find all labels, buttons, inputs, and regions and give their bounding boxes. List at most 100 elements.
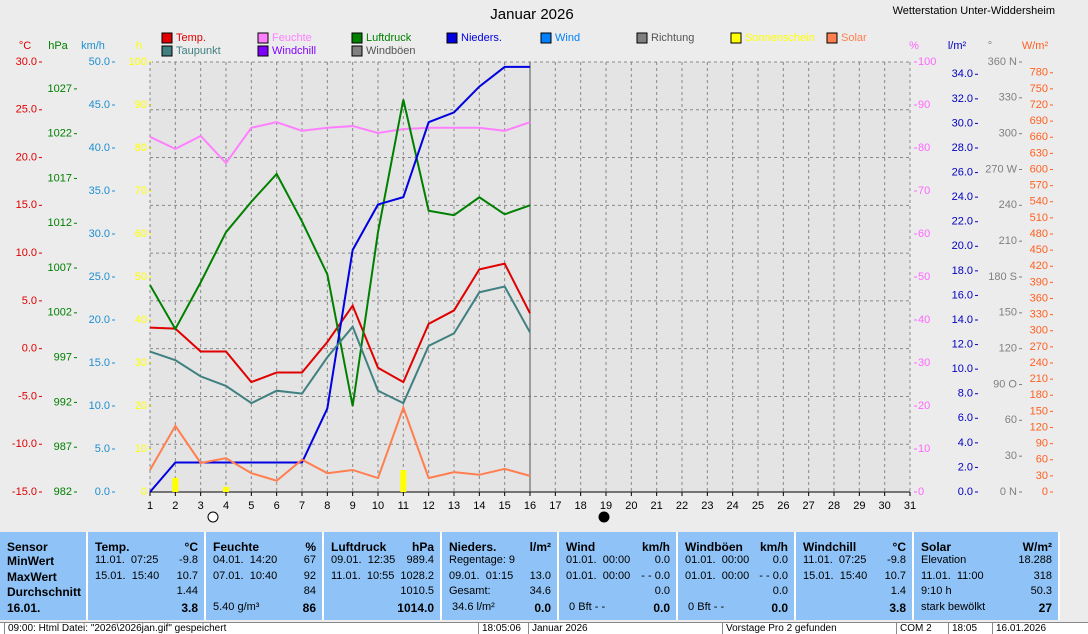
cell-value: 10.7 [176,569,198,582]
y-tick-label: 30.0 [89,228,110,240]
cell-value: 10.7 [884,569,906,582]
column-unit: l/m² [529,540,551,554]
x-tick-label: 23 [701,500,713,512]
legend-label: Luftdruck [366,32,412,44]
cell-value: - - 0.0 [759,569,788,582]
legend-label: Solar [841,32,867,44]
y-tick-label: 1027 [48,83,72,95]
y-tick-label: 30 [135,357,147,369]
y-tick-label: 240 [999,199,1017,211]
y-tick-label: 0.0 [22,343,37,355]
status-field: 18:05:06 [478,623,521,634]
y-tick-label: 90 [135,99,147,111]
y-tick-label: 90 [918,99,930,111]
y-tick-label: 630 [1030,147,1048,159]
cell-value: - - 0.0 [641,569,670,582]
y-tick-label: 60 [1005,414,1017,426]
cell-label: MaxWert [7,569,57,584]
cell-value: 0.0 [772,585,788,597]
column-header: Wind [566,540,596,554]
y-tick-label: 5.0 [95,443,110,455]
x-tick-label: 14 [473,500,485,512]
y-tick-label: 1012 [48,217,72,229]
x-tick-label: 20 [625,500,637,512]
table-column: Sensor MinWert MaxWert Durchschnitt 16.01. [0,532,88,620]
x-tick-label: 9 [350,500,356,512]
y-tick-label: 15.0 [16,199,37,211]
y-tick-label: 60 [1036,454,1048,466]
y-tick-label: 12.0 [952,338,973,350]
legend-swatch [730,32,742,44]
table-column: Nieders. l/m² Regentage: 9 09.01. 01:15 13.0… [442,532,559,620]
y-tick-label: 80 [918,142,930,154]
y-tick-label: 750 [1030,83,1048,95]
y-tick-label: 210 [999,235,1017,247]
axis-unit: W/m² [1022,40,1049,52]
y-tick-label: 120 [999,343,1017,355]
x-tick-label: 29 [853,500,865,512]
cell-label: 16.01. [7,600,41,615]
column-header: Sensor [7,540,48,554]
moon-full [207,511,219,523]
sunshine-bar [223,486,229,492]
x-tick-label: 31 [904,500,916,512]
y-tick-label: 20 [918,400,930,412]
y-tick-label: 0 [1042,486,1048,498]
x-tick-label: 18 [575,500,587,512]
cell-value: 18.288 [1018,554,1052,566]
y-tick-label: 60 [918,228,930,240]
y-tick-label: 100 [129,56,147,68]
y-tick-label: 10 [918,443,930,455]
y-tick-label: 30 [918,357,930,369]
x-tick-label: 13 [448,500,460,512]
x-tick-label: 26 [777,500,789,512]
x-tick-label: 10 [372,500,384,512]
x-tick-label: 6 [274,500,280,512]
y-tick-label: 5.0 [22,295,37,307]
y-tick-label: 10.0 [89,400,110,412]
x-tick-label: 8 [324,500,330,512]
table-column: Windchill °C 11.01. 07:25 -9.8 15.01. 15:40 1… [796,532,914,620]
series-line [149,99,531,407]
x-tick-label: 19 [600,500,612,512]
legend-label: Windböen [366,45,416,57]
y-tick-label: 982 [54,486,72,498]
y-tick-label: 540 [1030,196,1048,208]
legend-swatch [257,45,269,57]
y-tick-label: 50.0 [89,56,110,68]
sunshine-bar [400,470,407,492]
x-tick-label: 7 [299,500,305,512]
y-tick-label: 4.0 [958,437,973,449]
chart: Januar 2026 Wetterstation Unter-Widdersh… [12,5,1055,523]
cell-value: 318 [1033,569,1052,582]
cell-value: 0.0 [654,554,670,566]
y-tick-label: 70 [918,185,930,197]
cell-value: -9.8 [887,554,906,566]
cell-value: 67 [303,554,316,566]
axis-unit: l/m² [948,40,967,52]
y-tick-label: 1002 [48,307,72,319]
table-column: Wind km/h 01.01. 00:00 0.0 01.01. 00:00 - - 0… [559,532,678,620]
x-tick-label: 12 [423,500,435,512]
y-tick-label: 15.0 [89,357,110,369]
y-tick-label: 992 [54,396,72,408]
y-tick-label: 32.0 [952,93,973,105]
column-unit: °C [892,540,906,554]
y-tick-label: 8.0 [958,388,973,400]
cell-label: Elevation [921,554,967,566]
y-tick-label: 34.0 [952,68,973,80]
cell-label: 5.40 g/m³ [213,600,260,613]
y-tick-label: 570 [1030,180,1048,192]
y-tick-label: 10.0 [16,247,37,259]
column-unit: km/h [641,540,670,554]
x-tick-label: 1 [147,500,153,512]
y-tick-label: 10.0 [952,363,973,375]
status-field: 16.01.2026 [992,623,1046,634]
status-bar: 09:00: Html Datei: "2026\2026jan.gif" ge… [0,622,1088,634]
y-tick-label: 24.0 [952,191,973,203]
column-header: Temp. [95,540,130,554]
cell-label: 34.6 l/m² [449,600,495,613]
column-unit: °C [184,540,198,554]
x-tick-label: 3 [198,500,204,512]
y-tick-label: 60 [135,228,147,240]
